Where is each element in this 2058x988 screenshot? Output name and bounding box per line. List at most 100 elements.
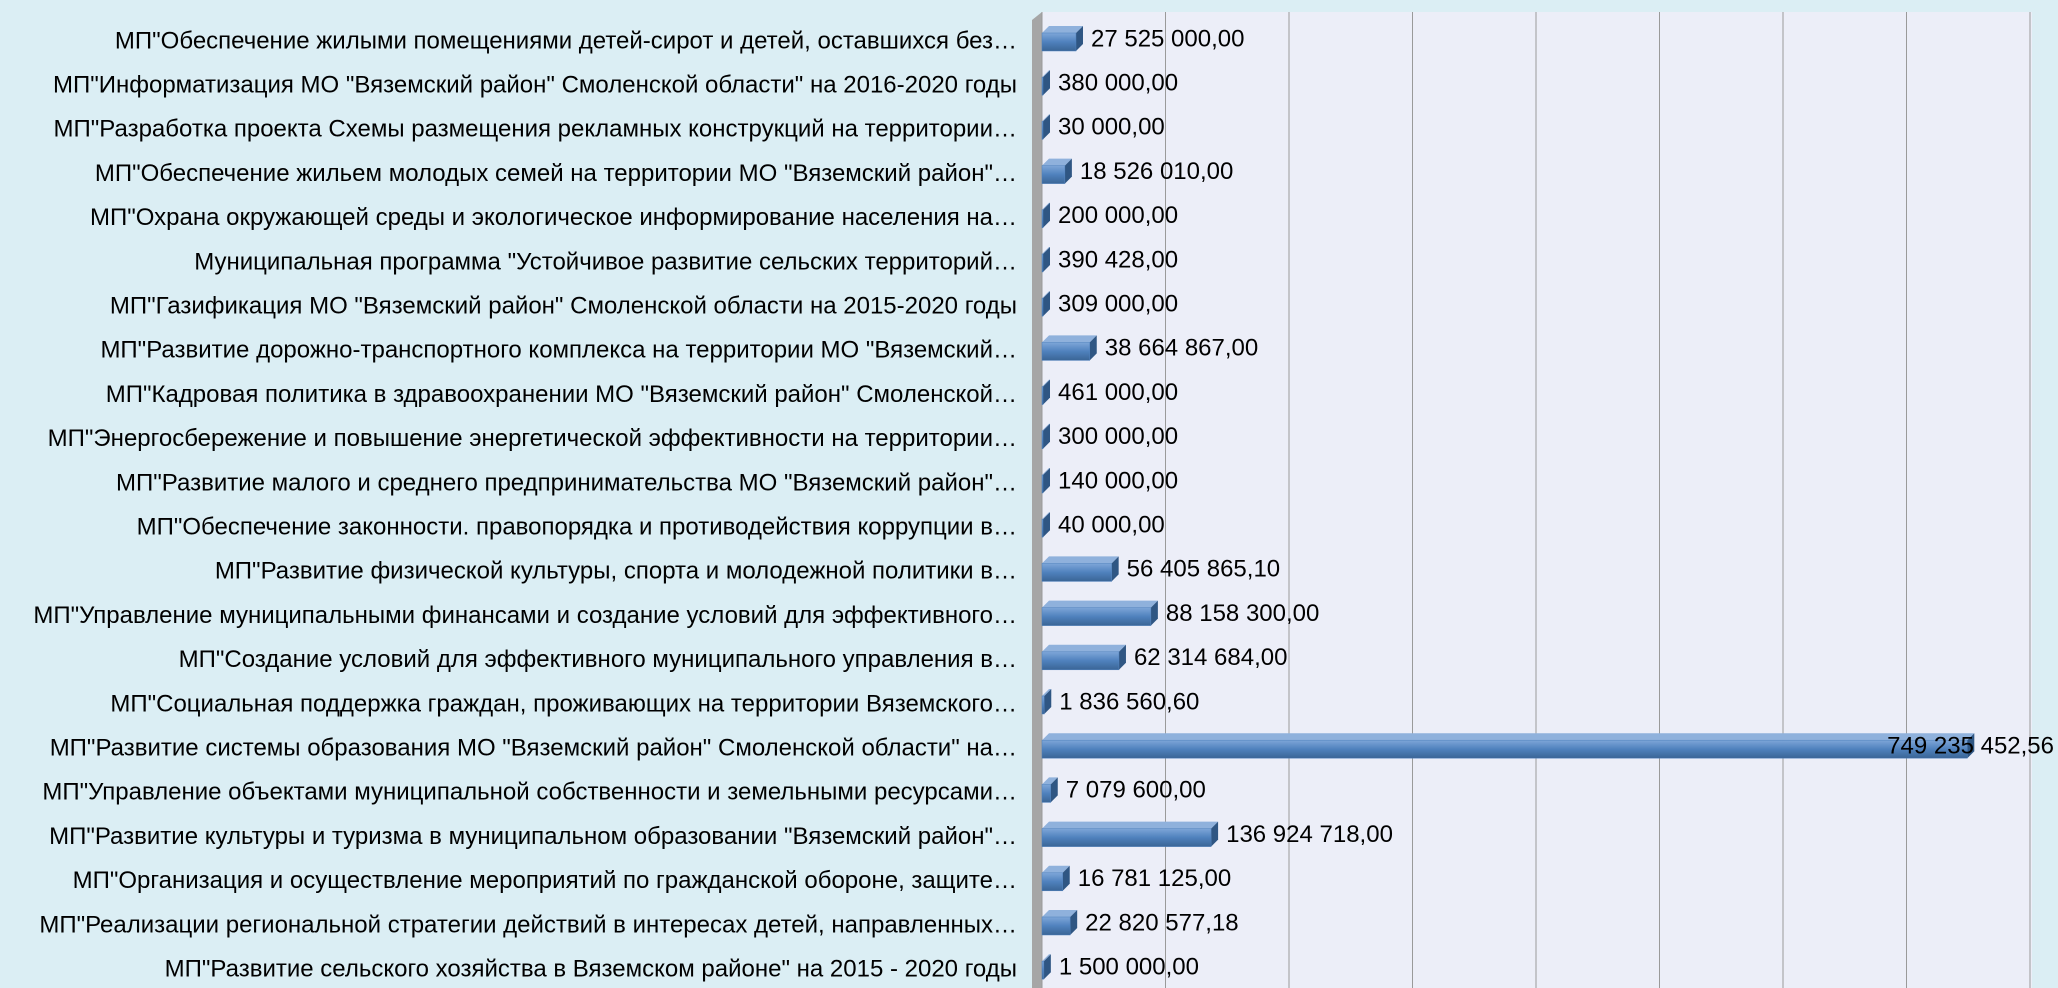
bar-side (1070, 910, 1078, 935)
bar (1041, 607, 1152, 626)
category-label: МП"Кадровая политика в здравоохранении М… (106, 381, 1017, 408)
bar-side (1043, 70, 1050, 96)
bar (1041, 76, 1044, 96)
value-label: 1 500 000,00 (1059, 954, 1199, 981)
bar (1041, 916, 1071, 936)
category-label: МП"Развитие физической культуры, спорта … (215, 558, 1017, 585)
bar-side (1150, 600, 1158, 626)
bar-side (1044, 689, 1052, 714)
bar-top (1042, 512, 1050, 520)
bar-top (1042, 158, 1072, 166)
bar-side (1211, 821, 1219, 847)
bar (1041, 121, 1044, 140)
value-label: 22 820 577,18 (1085, 909, 1238, 936)
bar-side (1075, 26, 1083, 51)
bar-side (1111, 556, 1119, 582)
value-label: 200 000,00 (1058, 202, 1178, 229)
bar (1041, 960, 1045, 980)
bar-side (1043, 423, 1050, 449)
bar (1041, 563, 1112, 582)
bar (1041, 739, 1968, 759)
bar-top (1042, 26, 1083, 33)
value-label: 62 314 684,00 (1134, 644, 1287, 671)
value-label: 38 664 867,00 (1105, 335, 1258, 362)
value-label: 140 000,00 (1058, 467, 1178, 494)
category-label: МП"Энергосбережение и повышение энергети… (48, 425, 1017, 452)
bar (1041, 872, 1063, 892)
category-label: МП"Информатизация МО "Вяземский район" С… (53, 72, 1017, 99)
value-label: 30 000,00 (1058, 114, 1165, 141)
bar-top (1042, 335, 1097, 343)
bar-top (1042, 202, 1050, 210)
bar-top (1042, 291, 1050, 299)
bar-side (1043, 954, 1051, 980)
category-label: МП"Обеспечение законности. правопорядка … (137, 514, 1017, 541)
value-label: 88 158 300,00 (1166, 600, 1319, 627)
value-label: 16 781 125,00 (1078, 865, 1231, 892)
bar-top (1042, 600, 1158, 608)
bar-top (1042, 644, 1126, 652)
bar (1041, 297, 1044, 317)
category-label: МП"Создание условий для эффективного мун… (179, 646, 1017, 673)
value-label: 27 525 000,00 (1091, 25, 1244, 52)
value-label: 309 000,00 (1058, 291, 1178, 318)
category-label: МП"Управление объектами муниципальной со… (42, 779, 1017, 806)
category-label: МП"Развитие системы образования МО "Вязе… (50, 735, 1017, 762)
bar (1041, 651, 1120, 671)
category-label: МП"Разработка проекта Схемы размещения р… (54, 116, 1017, 143)
bar (1041, 253, 1044, 273)
bar (1041, 784, 1051, 803)
value-label: 461 000,00 (1058, 379, 1178, 406)
category-label: МП"Организация и осуществление мероприят… (73, 867, 1017, 894)
bar-top (1042, 247, 1050, 254)
bar (1041, 430, 1044, 450)
bar-top (1042, 865, 1070, 873)
bar (1041, 342, 1091, 361)
category-label: МП"Реализации региональной стратегии дей… (39, 911, 1017, 938)
bar-side (1043, 468, 1050, 493)
bar (1041, 828, 1212, 847)
axis-wall (1032, 12, 1042, 988)
value-label: 390 428,00 (1058, 246, 1178, 273)
category-label: МП"Развитие культуры и туризма в муницип… (49, 823, 1017, 850)
bar (1041, 209, 1044, 229)
bar-side (1062, 865, 1070, 891)
bar-top (1042, 689, 1052, 696)
bar-top (1042, 733, 1975, 741)
bar (1041, 518, 1044, 538)
bar-top (1042, 423, 1050, 431)
category-label: МП"Охрана окружающей среды и экологическ… (90, 204, 1017, 231)
category-label: МП"Развитие малого и среднего предприним… (116, 469, 1017, 496)
category-label: МП"Социальная поддержка граждан, прожива… (110, 690, 1017, 717)
bar-side (1043, 291, 1050, 317)
bar-side (1043, 202, 1050, 228)
bar-side (1043, 512, 1050, 538)
bar-top (1042, 954, 1051, 962)
value-label: 380 000,00 (1058, 70, 1178, 97)
bar-top (1042, 821, 1219, 829)
bar-top (1042, 468, 1050, 475)
bar (1041, 32, 1077, 52)
bar-side (1089, 335, 1097, 361)
bar-top (1042, 114, 1050, 122)
bar-top (1042, 556, 1119, 564)
bar-side (1118, 644, 1126, 670)
bar-top (1042, 70, 1050, 78)
bar-top (1042, 379, 1050, 387)
bar (1041, 474, 1044, 494)
category-label: МП"Обеспечение жильем молодых семей на т… (95, 160, 1017, 187)
bar (1041, 695, 1045, 715)
value-label: 56 405 865,10 (1127, 556, 1280, 583)
bar (1041, 165, 1066, 184)
bar-side (1064, 158, 1072, 184)
category-label: МП"Развитие сельского хозяйства в Вяземс… (165, 956, 1017, 983)
bar-top (1042, 910, 1078, 917)
value-label: 749 235 452,56 (1887, 733, 2054, 760)
bar (1041, 386, 1044, 405)
category-label: МП"Газификация МО "Вяземский район" Смол… (110, 293, 1017, 320)
category-label: МП"Обеспечение жилыми помещениями детей-… (115, 27, 1017, 54)
category-label: МП"Управление муниципальными финансами и… (33, 602, 1017, 629)
category-label: МП"Развитие дорожно-транспортного компле… (100, 337, 1017, 364)
bar-top (1042, 777, 1058, 785)
